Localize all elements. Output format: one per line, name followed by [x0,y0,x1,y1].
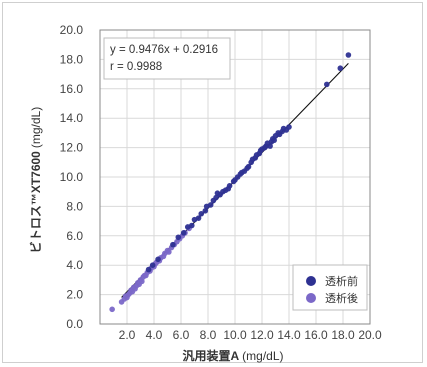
y-tick-label: 4.0 [66,258,83,272]
data-point-pre-dialysis [245,163,252,170]
data-point-pre-dialysis [170,241,176,248]
data-point-pre-dialysis [226,183,233,189]
data-point-pre-dialysis [145,266,152,273]
data-point-pre-dialysis [207,202,214,208]
x-tick-label: 8.0 [200,328,217,342]
legend: 透析前 透析後 [292,264,368,311]
y-tick-labels: 0.0 2.0 4.0 6.0 8.0 10.0 12.0 14.0 16.0 18.0 20.0 [60,23,84,331]
data-point-pre-dialysis [149,262,156,269]
data-point-pre-dialysis [286,124,292,130]
data-point-pre-dialysis [202,208,209,214]
x-axis-title: 汎用装置A (mg/dL) [182,348,283,363]
x-tick-label: 20.0 [358,328,382,342]
correlation-coefficient: r = 0.9988 [110,61,162,73]
y-axis-title: ビトロス™XT7600(mg/dL) [28,107,43,253]
data-point-pre-dialysis [155,256,161,263]
y-tick-label: 18.0 [60,52,84,66]
data-point-pre-dialysis [180,230,187,236]
y-tick-label: 14.0 [60,111,84,125]
data-point-pre-dialysis [267,143,273,149]
legend-marker-post-dialysis [306,293,316,303]
data-point-pre-dialysis [175,234,182,241]
y-tick-label: 2.0 [66,288,83,302]
y-tick-label: 20.0 [60,23,84,37]
data-point-post-dialysis [109,306,115,313]
x-tick-label: 6.0 [173,328,190,342]
data-point-pre-dialysis [271,137,277,144]
legend-label-post-dialysis: 透析後 [325,291,358,305]
data-point-pre-dialysis [213,194,219,201]
data-point-pre-dialysis [345,52,352,58]
x-tick-label: 10.0 [223,328,247,342]
x-tick-label: 2.0 [119,328,136,342]
data-point-pre-dialysis [198,210,205,217]
plot-area [99,29,371,325]
y-tick-label: 12.0 [60,141,84,155]
y-tick-label: 0.0 [66,317,83,331]
y-tick-label: 16.0 [60,82,84,96]
x-tick-label: 16.0 [304,328,328,342]
data-points [109,52,352,313]
y-tick-label: 6.0 [66,229,83,243]
data-point-pre-dialysis [337,65,344,72]
y-tick-label: 10.0 [60,170,84,184]
data-point-pre-dialysis [189,222,195,229]
regression-equation: y = 0.9476x + 0.2916 [110,44,218,56]
grid-lines [100,30,370,324]
x-tick-labels: 2.0 4.0 6.0 8.0 10.0 12.0 14.0 16.0 18.0 20.0 [119,328,382,342]
x-tick-label: 14.0 [277,328,301,342]
legend-label-pre-dialysis: 透析前 [325,274,358,288]
x-tick-label: 4.0 [146,328,163,342]
data-point-post-dialysis [166,249,172,255]
data-point-pre-dialysis [195,215,202,221]
x-tick-label: 18.0 [331,328,355,342]
legend-marker-pre-dialysis [306,276,316,286]
data-point-pre-dialysis [324,81,330,88]
annotation-box: y = 0.9476x + 0.2916 r = 0.9988 [103,37,231,80]
y-tick-label: 8.0 [66,199,83,213]
x-tick-label: 12.0 [250,328,274,342]
data-point-post-dialysis [139,278,145,285]
